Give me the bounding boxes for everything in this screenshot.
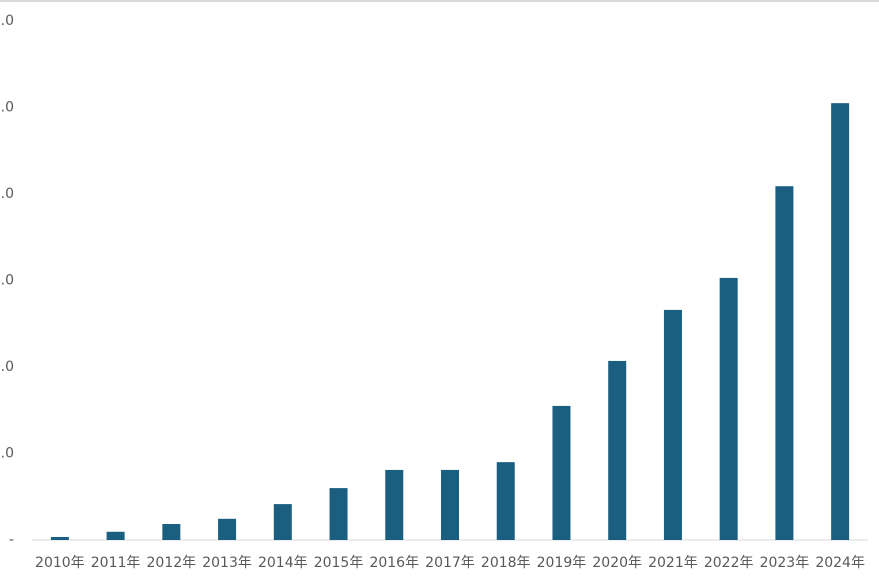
bar [162, 523, 181, 540]
bar [608, 360, 627, 540]
y-tick-label: 6.0 [0, 273, 14, 289]
bar [273, 504, 292, 540]
bar [552, 405, 571, 540]
x-tick-label: 2012年 [147, 555, 197, 571]
bar [496, 462, 515, 540]
bar [441, 469, 459, 540]
bar [775, 186, 794, 540]
x-tick-label: 2017年 [425, 555, 475, 571]
x-tick-label: 2014年 [258, 555, 308, 571]
bar [385, 469, 404, 540]
bar [329, 488, 348, 540]
bar [831, 103, 850, 541]
bar [50, 536, 69, 540]
x-tick-label: 2013年 [202, 555, 252, 571]
x-tick-label: 2019年 [537, 555, 587, 571]
bar [218, 518, 237, 540]
y-tick-label: 12.0 [0, 13, 14, 29]
x-tick-label: 2024年 [815, 555, 865, 571]
x-tick-label: 2021年 [648, 555, 698, 571]
y-tick-label: 10.0 [0, 100, 14, 116]
bar [106, 531, 125, 540]
y-tick-label: 8.0 [0, 186, 14, 202]
x-tick-label: 2015年 [314, 555, 364, 571]
bar [663, 309, 682, 540]
x-tick-label: 2010年 [35, 555, 85, 571]
y-tick-label: 4.0 [0, 359, 14, 375]
x-tick-label: 2020年 [592, 555, 642, 571]
x-tick-label: 2011年 [91, 555, 141, 571]
y-tick-label: 2.0 [0, 446, 14, 462]
x-tick-label: 2018年 [481, 555, 531, 571]
y-tick-label: - [9, 532, 14, 548]
bar [719, 277, 738, 540]
x-tick-label: 2023年 [760, 555, 810, 571]
x-tick-label: 2022年 [704, 555, 754, 571]
x-tick-label: 2016年 [369, 555, 419, 571]
